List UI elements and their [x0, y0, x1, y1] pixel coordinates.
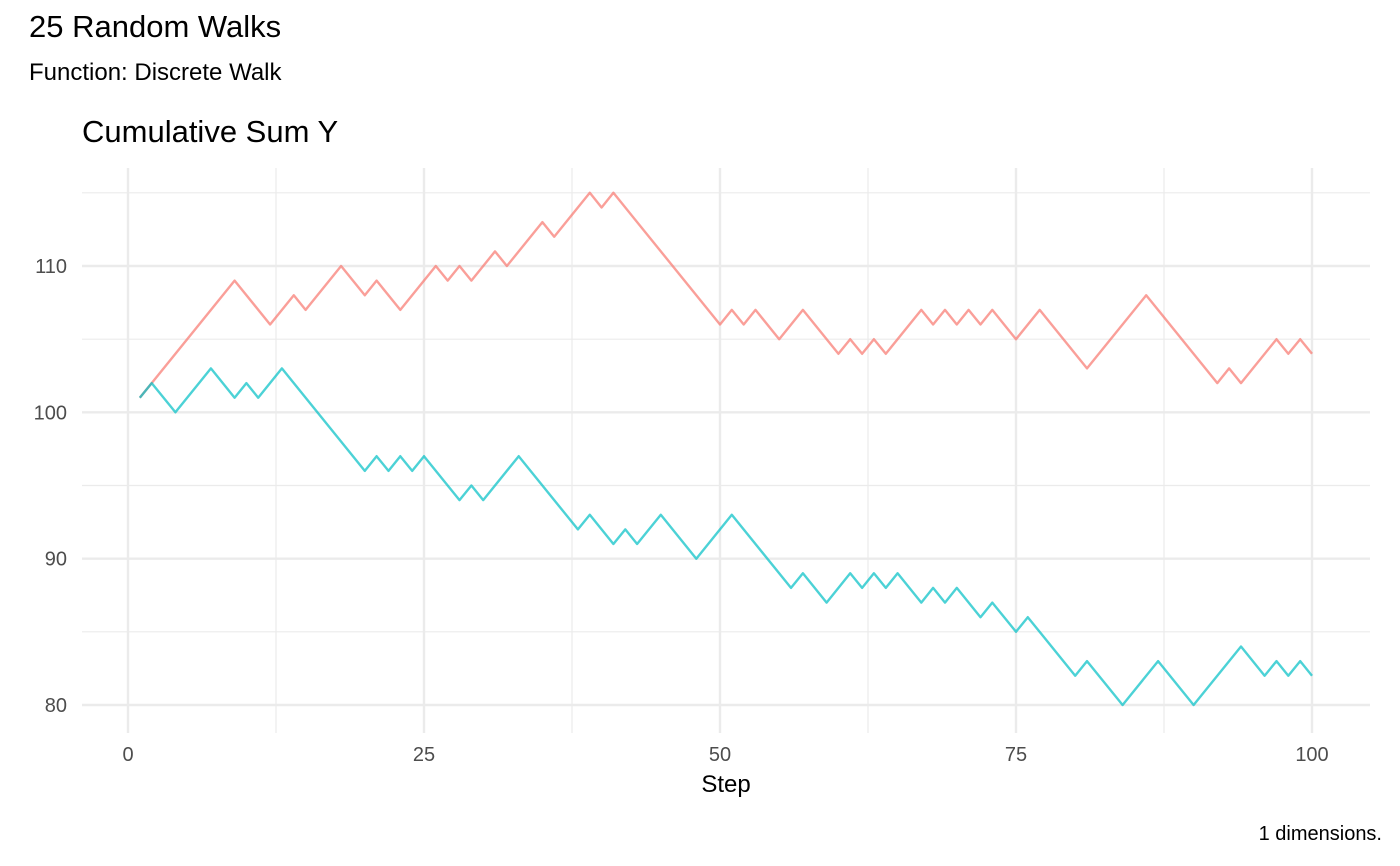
series-line-2	[138, 367, 1313, 707]
y-tick-label: 100	[34, 402, 67, 424]
chart-subtitle: Function: Discrete Walk	[29, 59, 282, 86]
panel-title: Cumulative Sum Y	[82, 114, 338, 149]
y-tick-label: 90	[45, 549, 67, 571]
major-gridlines	[82, 168, 1370, 733]
chart-caption: 1 dimensions.	[1258, 823, 1382, 845]
chart-main-title: 25 Random Walks	[29, 9, 282, 44]
x-tick-label: 0	[122, 744, 133, 766]
x-axis-ticks: 0 25 50 75 100	[122, 744, 1328, 766]
series-line-1	[138, 191, 1313, 399]
minor-gridlines	[82, 168, 1370, 733]
y-axis-ticks: 80 90 100 110	[34, 256, 67, 717]
series-layer	[138, 191, 1313, 707]
x-tick-label: 50	[709, 744, 731, 766]
x-axis-label: Step	[701, 771, 750, 798]
x-tick-label: 25	[413, 744, 435, 766]
x-tick-label: 75	[1005, 744, 1027, 766]
y-tick-label: 110	[35, 256, 67, 278]
x-tick-label: 100	[1295, 744, 1328, 766]
y-tick-label: 80	[45, 695, 67, 717]
